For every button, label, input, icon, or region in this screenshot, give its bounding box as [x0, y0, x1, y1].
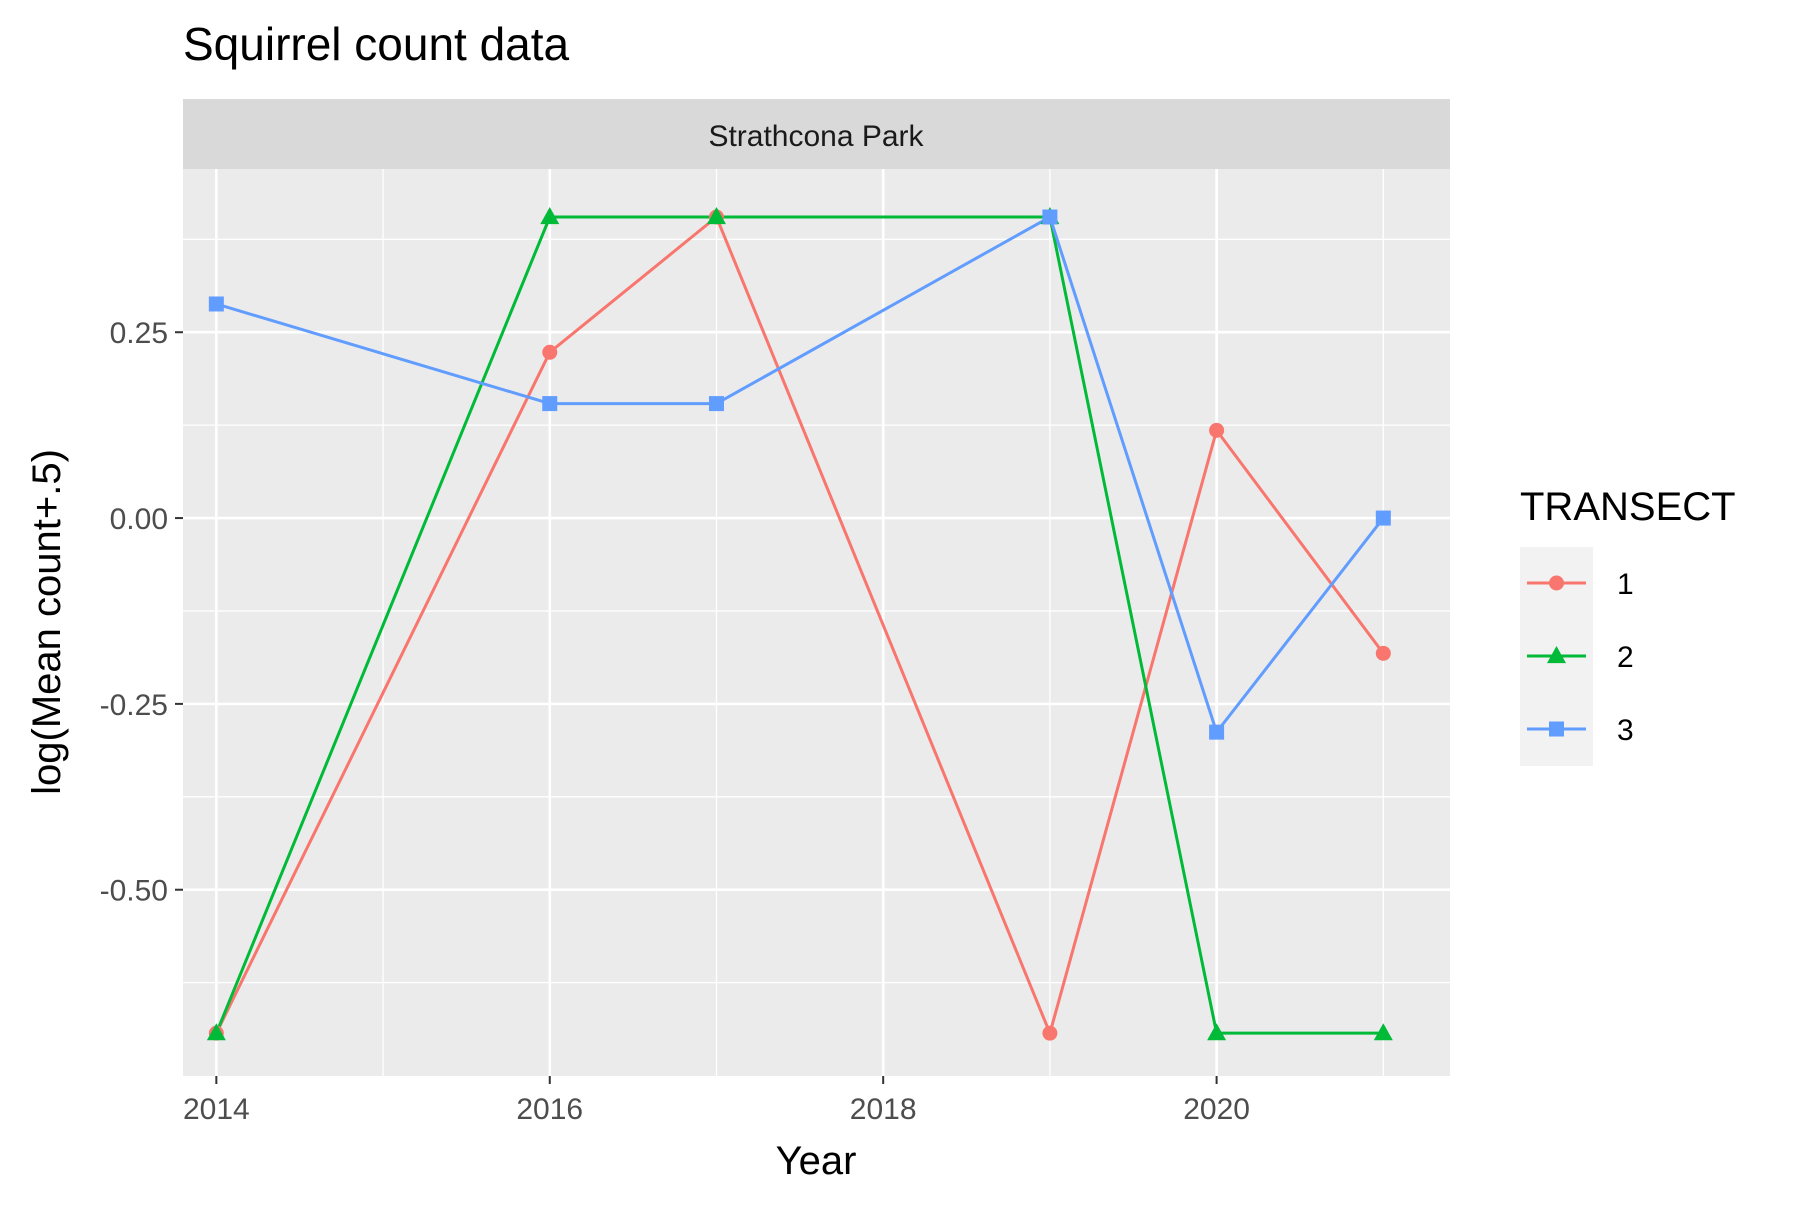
- x-tick-label: 2014: [183, 1093, 250, 1126]
- series-line-transect-1: [214, 215, 1385, 1035]
- data-point-transect-3: [208, 296, 224, 312]
- legend-key-marker-3: [1549, 721, 1564, 737]
- x-axis-title: Year: [776, 1139, 857, 1183]
- x-axis: 2014 2016 2018 2020: [183, 1076, 1250, 1126]
- data-point-transect-1: [1375, 645, 1391, 661]
- legend-title: TRANSECT: [1520, 485, 1736, 529]
- y-axis-title: log(Mean count+.5): [25, 449, 69, 795]
- y-axis: 0.25 0.00 -0.25 -0.50: [100, 317, 183, 908]
- y-tick-label: -0.25: [100, 689, 168, 722]
- legend-label-2: 2: [1617, 641, 1634, 674]
- data-point-transect-1: [1209, 422, 1225, 438]
- facet-strip: [183, 99, 1450, 169]
- y-tick-label: 0.25: [110, 317, 168, 350]
- data-point-transect-3: [1209, 724, 1225, 740]
- facet-label: Strathcona Park: [708, 120, 924, 153]
- data-point-transect-3: [1375, 510, 1391, 526]
- legend-key-marker-1: [1549, 575, 1564, 591]
- data-point-transect-2: [706, 207, 726, 225]
- y-tick-label: -0.50: [100, 875, 168, 908]
- grid-major: [183, 169, 1450, 1076]
- legend-items: 1 2 3: [1527, 568, 1634, 747]
- data-point-transect-2: [206, 1023, 226, 1041]
- x-tick-label: 2018: [850, 1093, 917, 1126]
- data-point-transect-3: [708, 396, 724, 412]
- y-tick-label: 0.00: [110, 503, 168, 536]
- grid-minor: [183, 169, 1450, 1076]
- legend-key-marker-2: [1547, 646, 1566, 664]
- data-point-transect-2: [540, 207, 560, 225]
- data-point-transect-1: [542, 344, 558, 360]
- data-point-transect-1: [1042, 1025, 1058, 1041]
- legend-label-3: 3: [1617, 714, 1634, 747]
- x-tick-label: 2020: [1183, 1093, 1250, 1126]
- data-point-transect-3: [1042, 209, 1058, 225]
- legend-label-1: 1: [1617, 568, 1634, 601]
- legend: TRANSECT 1 2 3: [1520, 485, 1736, 766]
- data-point-transect-3: [542, 396, 558, 412]
- series-lines: [214, 215, 1385, 1035]
- series-line-transect-2: [214, 215, 1384, 1035]
- x-tick-label: 2016: [516, 1093, 583, 1126]
- plot-panel: [183, 169, 1450, 1076]
- series-line-transect-3: [215, 215, 1385, 734]
- series-points: [206, 207, 1393, 1041]
- data-point-transect-2: [1373, 1023, 1393, 1041]
- data-point-transect-2: [1207, 1023, 1227, 1041]
- chart-title: Squirrel count data: [183, 18, 570, 70]
